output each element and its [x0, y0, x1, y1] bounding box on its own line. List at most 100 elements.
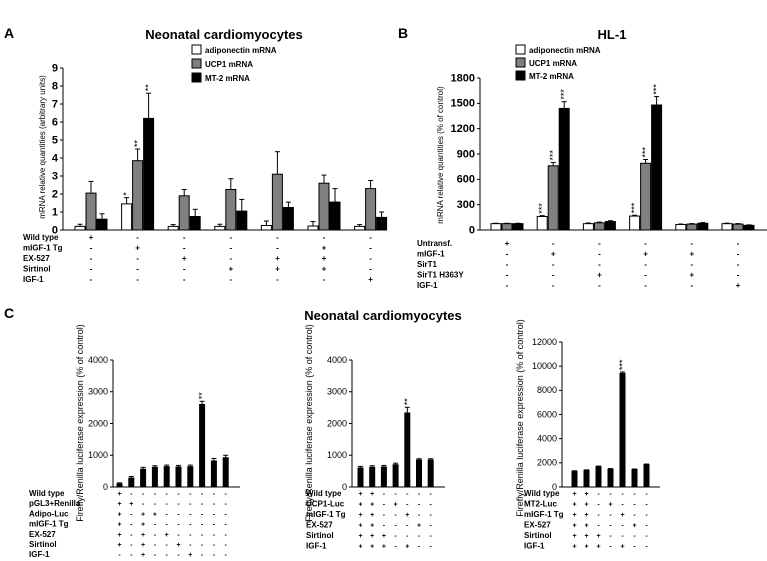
- chart-c2-bar: [416, 459, 422, 488]
- chart-c1-bar: [163, 466, 170, 488]
- chart-c3-condition-label: mIGF-1 Tg: [524, 510, 564, 519]
- chart-a-bar: [132, 160, 144, 231]
- chart-b-bar: [536, 215, 548, 231]
- chart-a-significance-label: *: [122, 192, 132, 196]
- chart-a-bar: [167, 225, 179, 231]
- chart-c2-condition-mark: +: [405, 512, 409, 519]
- chart-b-bar: [604, 221, 616, 231]
- chart-c3-condition-mark: -: [597, 523, 600, 530]
- chart-a-ytick-label: 0: [52, 224, 58, 236]
- chart-a-condition-mark: -: [183, 244, 186, 253]
- chart-c3-condition-mark: +: [596, 544, 600, 551]
- chart-a-condition-mark: -: [323, 233, 326, 242]
- chart-c2-condition-mark: -: [406, 533, 409, 540]
- chart-b-condition-mark: -: [737, 271, 740, 280]
- chart-b-condition-mark: -: [598, 260, 601, 269]
- chart-b-ytick-label: 900: [457, 148, 475, 160]
- chart-c2-condition-mark: -: [430, 544, 433, 551]
- chart-a-condition-mark: -: [136, 233, 139, 242]
- chart-a-condition-mark: -: [369, 265, 372, 274]
- chart-c3-condition-mark: -: [597, 512, 600, 519]
- chart-b-condition-mark: +: [643, 250, 648, 259]
- chart-b-condition-mark: -: [737, 260, 740, 269]
- chart-a-condition-mark: +: [228, 265, 233, 274]
- chart-a-condition-mark: -: [369, 244, 372, 253]
- chart-c1-condition-mark: +: [117, 532, 121, 539]
- chart-c1-condition-mark: -: [154, 522, 157, 529]
- chart-c1-condition-mark: -: [189, 522, 192, 529]
- chart-b-legend-swatch: [515, 57, 526, 68]
- chart-a-condition-mark: +: [322, 244, 327, 253]
- chart-a-ytick-label: 6: [52, 116, 58, 128]
- chart-a-ytick-label: 7: [52, 98, 58, 110]
- chart-c3-condition-label: Sirtinol: [524, 531, 552, 540]
- chart-a-bar: [260, 225, 272, 231]
- chart-b-ytick-label: 1500: [451, 98, 475, 110]
- chart-c1-condition-mark: +: [117, 491, 121, 498]
- chart-a-condition-mark: -: [276, 244, 279, 253]
- chart-c2-condition-mark: +: [358, 502, 362, 509]
- chart-c2-condition-mark: -: [430, 512, 433, 519]
- chart-c1-condition-mark: -: [225, 542, 228, 549]
- chart-b-condition-mark: +: [551, 250, 556, 259]
- chart-c1-bar: [222, 457, 229, 488]
- chart-b-condition-mark: -: [506, 271, 509, 280]
- chart-c3-condition-label: EX-527: [524, 521, 551, 530]
- chart-c1-bar: [128, 477, 135, 488]
- chart-b-legend-label: UCP1 mRNA: [529, 59, 577, 68]
- chart-a-condition-mark: -: [229, 244, 232, 253]
- chart-c3-condition-mark: +: [584, 544, 588, 551]
- chart-a-legend-swatch: [191, 44, 202, 55]
- chart-c1-condition-mark: -: [166, 491, 169, 498]
- chart-c2-condition-mark: +: [370, 512, 374, 519]
- chart-c1-bar: [151, 466, 158, 488]
- chart-c2-condition-mark: +: [358, 533, 362, 540]
- chart-b-bar: [721, 223, 733, 231]
- chart-b-condition-mark: -: [690, 281, 693, 290]
- chart-a-condition-mark: -: [183, 233, 186, 242]
- chart-c1-bar: [175, 466, 182, 488]
- chart-b-condition-mark: -: [644, 271, 647, 280]
- chart-b-condition-mark: -: [690, 260, 693, 269]
- chart-c1-condition-mark: +: [153, 511, 157, 518]
- chart-c1-condition-mark: -: [166, 522, 169, 529]
- chart-c2-condition-mark: -: [394, 523, 397, 530]
- chart-c3-condition-mark: -: [645, 523, 648, 530]
- chart-c3-ylabel-text: Firefly/Renilla luciferase expression (%…: [515, 319, 525, 517]
- chart-c1-condition-mark: -: [201, 501, 204, 508]
- chart-a-condition-mark: -: [183, 265, 186, 274]
- chart-a-condition-mark: +: [275, 254, 280, 263]
- chart-c1-condition-mark: -: [130, 542, 133, 549]
- chart-c3-condition-mark: -: [609, 533, 612, 540]
- chart-a-condition-mark: -: [276, 275, 279, 284]
- chart-c1-condition-mark: -: [189, 491, 192, 498]
- chart-c3-condition-mark: +: [584, 523, 588, 530]
- chart-c1-condition-mark: -: [154, 542, 157, 549]
- chart-b-condition-mark: -: [552, 281, 555, 290]
- chart-c1-condition-mark: -: [213, 542, 216, 549]
- chart-c3-ytick-label: 0: [552, 482, 557, 492]
- chart-b-condition-mark: -: [644, 239, 647, 248]
- chart-c3-condition-mark: +: [620, 512, 624, 519]
- chart-b-condition-mark: -: [506, 281, 509, 290]
- chart-c3-ytick-label: 6000: [537, 409, 557, 419]
- chart-c1-condition-mark: +: [188, 552, 192, 559]
- chart-c1-condition-label: pGL3+Renilla: [29, 499, 81, 508]
- chart-c2-condition-label: Sirtinol: [306, 531, 334, 540]
- chart-a-condition-label: Wild type: [23, 233, 59, 242]
- chart-c2-condition-mark: -: [394, 544, 397, 551]
- chart-b-condition-mark: -: [644, 260, 647, 269]
- chart-b-condition-mark: +: [689, 250, 694, 259]
- chart-c1-ytick-label: 0: [103, 482, 108, 492]
- chart-c1-condition-mark: -: [154, 552, 157, 559]
- chart-c3-condition-mark: +: [572, 502, 576, 509]
- chart-b-condition-label: mIGF-1: [417, 250, 445, 259]
- chart-c2-condition-mark: -: [406, 523, 409, 530]
- chart-a-bar: [214, 225, 226, 231]
- chart-c3-condition-mark: -: [645, 502, 648, 509]
- chart-a-legend-label: MT-2 mRNA: [205, 74, 250, 83]
- chart-c3-ylabel: Firefly/Renilla luciferase expression (%…: [515, 319, 525, 517]
- chart-c3-ytick-label: 4000: [537, 434, 557, 444]
- chart-c1-bar: [199, 403, 206, 488]
